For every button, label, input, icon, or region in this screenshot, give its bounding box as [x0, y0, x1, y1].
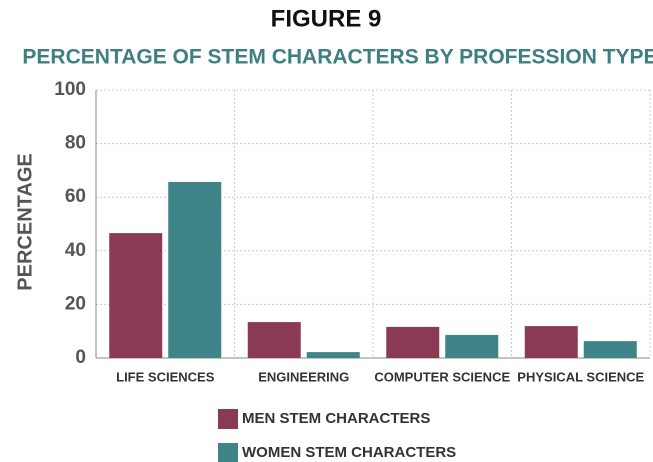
y-tick-label: 0 [75, 347, 86, 368]
x-tick-label: LIFE SCIENCES [116, 369, 215, 384]
legend-label: WOMEN STEM CHARACTERS [242, 444, 456, 461]
y-tick-label: 100 [54, 79, 86, 100]
legend-label: MEN STEM CHARACTERS [242, 410, 430, 427]
bar [247, 322, 301, 358]
legend-swatch [218, 409, 238, 429]
chart-title: FIGURE 9 [271, 5, 382, 32]
y-tick-label: 20 [65, 293, 86, 314]
bar [583, 341, 637, 358]
bar [109, 233, 163, 358]
x-tick-label: PHYSICAL SCIENCE [517, 369, 644, 384]
bar [524, 326, 578, 358]
y-tick-label: 40 [65, 240, 86, 261]
x-tick-label: ENGINEERING [258, 369, 349, 384]
bar [168, 181, 222, 358]
bar [445, 334, 499, 358]
chart-subtitle: PERCENTAGE OF STEM CHARACTERS BY PROFESS… [22, 46, 653, 69]
bar [306, 352, 360, 358]
y-tick-label: 80 [65, 133, 86, 154]
y-axis-label: PERCENTAGE [14, 153, 36, 290]
bar [386, 326, 440, 358]
y-tick-label: 60 [65, 186, 86, 207]
x-tick-label: COMPUTER SCIENCE [374, 369, 510, 384]
legend-swatch [218, 443, 238, 462]
